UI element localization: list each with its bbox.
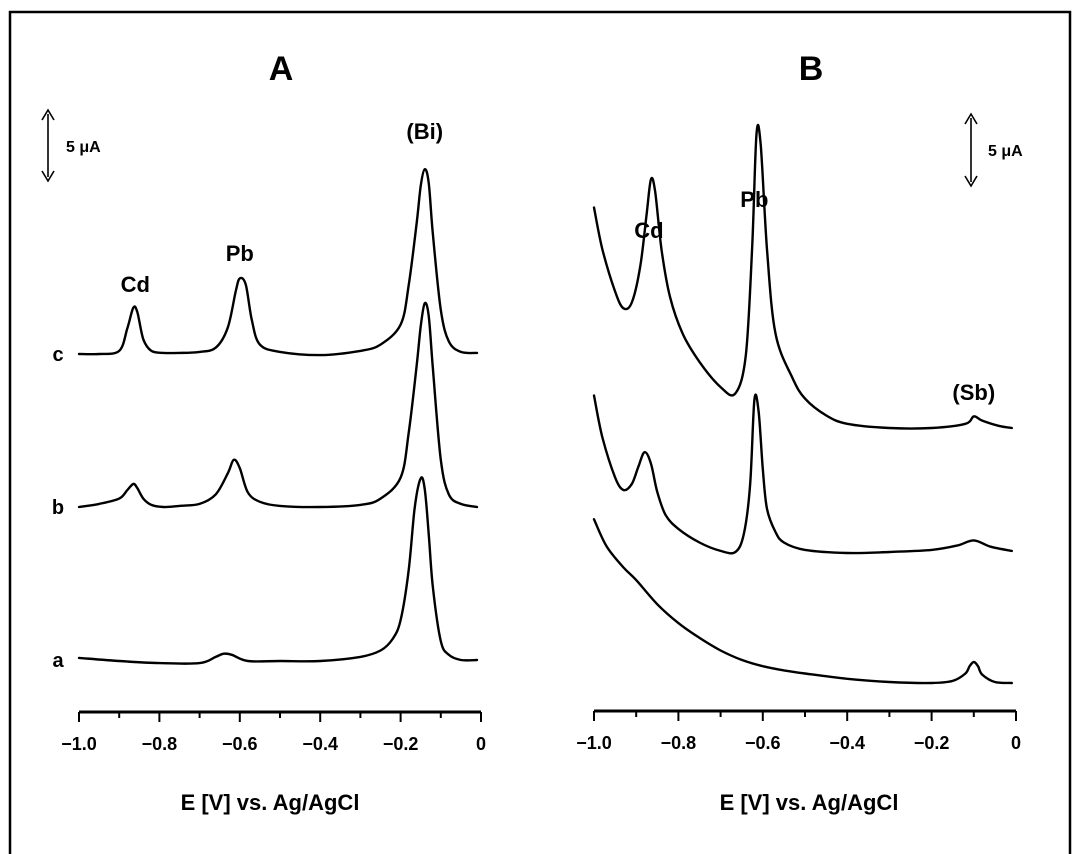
scale-bar-b-arrow-down	[964, 175, 978, 188]
trace-label-c: c	[52, 344, 63, 366]
panel-a-trace-a	[77, 476, 479, 665]
scale-bar-a: 5 μA	[41, 108, 101, 183]
panel-a-x-ticks: −1.0 −0.8 −0.6 −0.4 −0.2 0	[61, 712, 486, 754]
panel-b-x-axis-label: E [V] vs. Ag/AgCl	[720, 790, 899, 815]
panel-b-trace-1	[592, 123, 1013, 430]
peak-label-pb: Pb	[740, 187, 768, 212]
panel-a-tick-label: −0.2	[383, 734, 419, 754]
panel-b-tick-label: −1.0	[576, 733, 612, 753]
scale-bar-a-arrow-down	[41, 170, 55, 183]
panel-a-tick-label: −1.0	[61, 734, 97, 754]
panel-a-tick-label: −0.8	[142, 734, 178, 754]
panel-a-curves	[77, 167, 479, 665]
scale-bar-a-label: 5 μA	[66, 139, 101, 156]
trace-label-a: a	[52, 650, 64, 672]
scale-bar-a-arrow-up	[41, 108, 55, 121]
panel-a-x-axis-label: E [V] vs. Ag/AgCl	[181, 790, 360, 815]
scale-bar-b-arrow-up	[964, 112, 978, 125]
panel-b: B 5 μA Cd Pb (Sb) −1.0 −0.8 −0.6 −0.4 −0.2 0 E …	[576, 50, 1023, 815]
panel-a-trace-c	[77, 167, 479, 357]
panel-b-tick-label: 0	[1011, 733, 1021, 753]
scale-bar-b: 5 μA	[964, 112, 1023, 188]
panel-a-trace-b	[77, 301, 479, 509]
panel-b-x-ticks: −1.0 −0.8 −0.6 −0.4 −0.2 0	[576, 711, 1021, 753]
panel-b-curves	[592, 123, 1013, 685]
panel-b-trace-2	[592, 393, 1013, 555]
panel-b-tick-label: −0.4	[829, 733, 865, 753]
panel-a-letter: A	[269, 50, 294, 88]
panel-b-trace-3	[592, 518, 1013, 685]
peak-label-bi: (Bi)	[406, 119, 443, 144]
scale-bar-b-label: 5 μA	[988, 143, 1023, 160]
figure-frame	[8, 10, 1072, 854]
peak-label-cd: Cd	[121, 272, 150, 297]
trace-label-b: b	[52, 497, 64, 519]
panel-b-tick-label: −0.2	[914, 733, 950, 753]
panel-a: A 5 μA Cd Pb (Bi) c b a −1.0 −0.8 −0.6 −0.4 −0.2…	[41, 50, 486, 815]
panel-b-letter: B	[799, 50, 824, 88]
panel-a-tick-label: 0	[476, 734, 486, 754]
panel-a-peak-labels: Cd Pb (Bi)	[121, 119, 443, 297]
panel-a-tick-label: −0.6	[222, 734, 258, 754]
peak-label-pb: Pb	[226, 241, 254, 266]
peak-label-cd: Cd	[634, 218, 663, 243]
peak-label-sb: (Sb)	[952, 380, 995, 405]
panel-a-trace-labels: c b a	[52, 344, 65, 672]
panel-b-tick-label: −0.8	[661, 733, 697, 753]
panel-b-peak-labels: Cd Pb (Sb)	[634, 187, 995, 405]
panel-b-tick-label: −0.6	[745, 733, 781, 753]
panel-a-tick-label: −0.4	[302, 734, 338, 754]
